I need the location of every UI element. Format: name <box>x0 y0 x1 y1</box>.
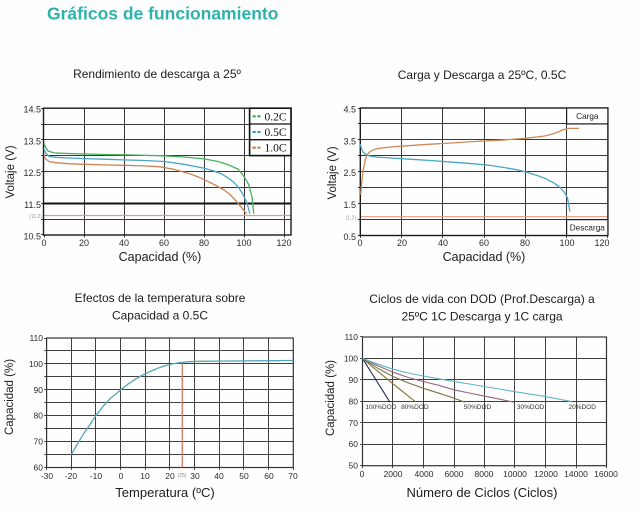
svg-text:Número de Ciclos (Ciclos): Número de Ciclos (Ciclos) <box>407 485 558 500</box>
svg-text:Capacidad (%): Capacidad (%) <box>4 359 16 435</box>
svg-text:0: 0 <box>357 238 362 248</box>
svg-text:Carga y Descarga a 25ºC, 0.5C: Carga y Descarga a 25ºC, 0.5C <box>398 68 567 82</box>
svg-text:20: 20 <box>79 238 89 248</box>
svg-text:Rendimiento de descarga a 25º: Rendimiento de descarga a 25º <box>73 67 241 81</box>
svg-text:Descarga: Descarga <box>570 224 605 233</box>
svg-text:70: 70 <box>34 437 44 447</box>
svg-text:40: 40 <box>119 238 129 248</box>
svg-text:40: 40 <box>438 238 448 248</box>
svg-text:20: 20 <box>165 471 175 481</box>
svg-text:Voltaje (V): Voltaje (V) <box>327 146 339 199</box>
svg-text:Ciclos de vida con DOD (Prof.D: Ciclos de vida con DOD (Prof.Descarga) a <box>369 292 595 306</box>
svg-text:(1.2): (1.2) <box>346 216 357 222</box>
svg-text:30: 30 <box>190 471 200 481</box>
svg-text:Capacidad (%): Capacidad (%) <box>119 250 202 264</box>
svg-text:60: 60 <box>34 463 44 473</box>
svg-text:60: 60 <box>479 238 489 248</box>
svg-text:4000: 4000 <box>415 469 434 479</box>
svg-text:80: 80 <box>349 396 359 406</box>
svg-text:Gráficos de funcionamiento: Gráficos de funcionamiento <box>47 4 278 24</box>
svg-text:60: 60 <box>264 471 274 481</box>
svg-text:50%DOD: 50%DOD <box>464 404 492 411</box>
svg-text:0.5C: 0.5C <box>265 127 287 139</box>
svg-text:90: 90 <box>34 385 44 395</box>
svg-text:70: 70 <box>288 471 298 481</box>
svg-text:-20: -20 <box>65 471 78 481</box>
svg-text:Carga: Carga <box>576 112 599 121</box>
svg-text:(25): (25) <box>178 473 187 479</box>
svg-text:25ºC 1C Descarga y 1C carga: 25ºC 1C Descarga y 1C carga <box>401 310 562 324</box>
svg-text:12.5: 12.5 <box>23 168 41 178</box>
svg-text:50: 50 <box>349 461 359 471</box>
svg-text:(11.2): (11.2) <box>29 214 42 220</box>
svg-text:120: 120 <box>276 238 291 248</box>
svg-text:110: 110 <box>29 333 43 343</box>
svg-text:40: 40 <box>214 471 224 481</box>
svg-text:60: 60 <box>159 238 169 248</box>
svg-text:13.5: 13.5 <box>23 136 41 146</box>
svg-text:Capacidad a 0.5C: Capacidad a 0.5C <box>112 309 208 323</box>
svg-text:0.5: 0.5 <box>343 232 356 242</box>
svg-text:-10: -10 <box>90 471 103 481</box>
svg-text:70: 70 <box>349 418 359 428</box>
svg-text:4.5: 4.5 <box>343 105 356 115</box>
svg-text:1.5: 1.5 <box>343 200 356 210</box>
svg-text:1.0C: 1.0C <box>265 143 287 155</box>
svg-text:20%DOD: 20%DOD <box>568 404 596 411</box>
svg-text:0: 0 <box>119 471 124 481</box>
svg-text:120: 120 <box>594 238 609 248</box>
svg-text:90: 90 <box>349 375 359 385</box>
svg-text:10: 10 <box>140 471 150 481</box>
svg-text:80%DOD: 80%DOD <box>401 404 429 411</box>
svg-text:14.5: 14.5 <box>23 105 41 115</box>
svg-text:80: 80 <box>34 411 44 421</box>
svg-text:10000: 10000 <box>503 469 527 479</box>
svg-text:10.5: 10.5 <box>23 232 41 242</box>
svg-text:Capacidad (%): Capacidad (%) <box>325 360 337 436</box>
svg-text:60: 60 <box>349 439 359 449</box>
svg-text:100: 100 <box>29 359 43 369</box>
svg-text:100%DOD: 100%DOD <box>365 404 396 411</box>
svg-text:100: 100 <box>344 353 358 363</box>
svg-text:12000: 12000 <box>534 469 558 479</box>
svg-text:100: 100 <box>559 238 574 248</box>
svg-text:16000: 16000 <box>594 469 618 479</box>
svg-text:Voltaje (V): Voltaje (V) <box>5 145 17 198</box>
svg-text:Capacidad (%): Capacidad (%) <box>443 250 526 264</box>
svg-text:0.2C: 0.2C <box>265 111 287 123</box>
svg-text:80: 80 <box>520 238 530 248</box>
svg-text:50: 50 <box>239 471 249 481</box>
svg-text:14000: 14000 <box>564 469 588 479</box>
svg-text:3.5: 3.5 <box>343 136 356 146</box>
svg-text:Temperatura (ºC): Temperatura (ºC) <box>115 485 214 500</box>
svg-text:6000: 6000 <box>445 469 464 479</box>
svg-text:0: 0 <box>360 469 365 479</box>
svg-text:8000: 8000 <box>475 469 494 479</box>
svg-text:0: 0 <box>41 238 46 248</box>
svg-text:100: 100 <box>236 238 251 248</box>
svg-text:-30: -30 <box>41 471 54 481</box>
svg-text:Efectos de la temperatura sobr: Efectos de la temperatura sobre <box>75 291 246 305</box>
svg-text:2000: 2000 <box>384 469 403 479</box>
svg-text:80: 80 <box>199 238 209 248</box>
svg-text:2.5: 2.5 <box>343 168 356 178</box>
svg-text:110: 110 <box>344 332 358 342</box>
svg-text:11.5: 11.5 <box>24 200 41 210</box>
svg-text:30%DOD: 30%DOD <box>517 404 545 411</box>
svg-text:20: 20 <box>397 238 407 248</box>
